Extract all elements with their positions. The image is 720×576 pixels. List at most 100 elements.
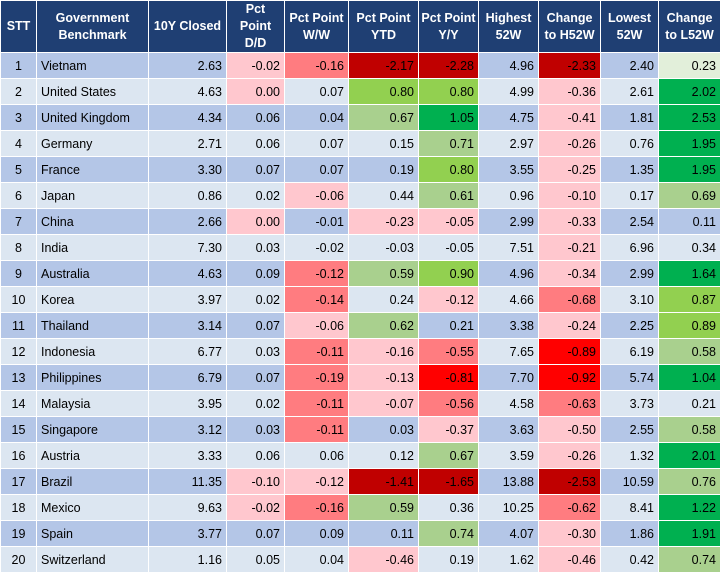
cell-yy: -0.55 [418, 338, 479, 365]
cell-dd: 0.09 [226, 260, 285, 287]
cell-change-l52w: 0.74 [658, 546, 720, 573]
cell-benchmark: Philippines [36, 364, 149, 391]
cell-ytd: -0.23 [348, 208, 419, 235]
header-ww: Pct Point W/W [284, 0, 349, 53]
cell-yy: 0.80 [418, 156, 479, 183]
cell-ww: -0.01 [284, 208, 349, 235]
header-benchmark: Government Benchmark [36, 0, 149, 53]
cell-lowest-52w: 1.81 [600, 104, 659, 131]
cell-change-h52w: -2.33 [538, 52, 601, 79]
cell-lowest-52w: 5.74 [600, 364, 659, 391]
cell-ytd: 0.80 [348, 78, 419, 105]
cell-lowest-52w: 3.10 [600, 286, 659, 313]
cell-closed: 0.86 [148, 182, 227, 209]
cell-stt: 7 [0, 208, 37, 235]
table-row: 19 Spain 3.77 0.07 0.09 0.11 0.74 4.07 -… [0, 520, 720, 547]
cell-yy: 0.61 [418, 182, 479, 209]
cell-change-h52w: -0.34 [538, 260, 601, 287]
cell-change-l52w: 0.87 [658, 286, 720, 313]
cell-ww: 0.06 [284, 442, 349, 469]
cell-dd: -0.02 [226, 494, 285, 521]
cell-change-h52w: -0.26 [538, 130, 601, 157]
cell-lowest-52w: 1.86 [600, 520, 659, 547]
cell-ww: -0.16 [284, 494, 349, 521]
header-row: STT Government Benchmark 10Y Closed Pct … [0, 0, 720, 53]
cell-change-l52w: 0.69 [658, 182, 720, 209]
cell-change-l52w: 0.76 [658, 468, 720, 495]
cell-ytd: 0.62 [348, 312, 419, 339]
table-row: 3 United Kingdom 4.34 0.06 0.04 0.67 1.0… [0, 104, 720, 131]
cell-ww: 0.07 [284, 156, 349, 183]
cell-ytd: -0.46 [348, 546, 419, 573]
header-10y-closed: 10Y Closed [148, 0, 227, 53]
cell-dd: 0.06 [226, 442, 285, 469]
cell-ww: 0.07 [284, 130, 349, 157]
cell-lowest-52w: 2.54 [600, 208, 659, 235]
header-ytd: Pct Point YTD [348, 0, 419, 53]
header-yy: Pct Point Y/Y [418, 0, 479, 53]
cell-yy: 0.67 [418, 442, 479, 469]
cell-ww: -0.12 [284, 260, 349, 287]
cell-ytd: 0.67 [348, 104, 419, 131]
table-row: 4 Germany 2.71 0.06 0.07 0.15 0.71 2.97 … [0, 130, 720, 157]
table-row: 7 China 2.66 0.00 -0.01 -0.23 -0.05 2.99… [0, 208, 720, 235]
cell-closed: 7.30 [148, 234, 227, 261]
cell-yy: 0.74 [418, 520, 479, 547]
cell-lowest-52w: 1.32 [600, 442, 659, 469]
cell-closed: 2.71 [148, 130, 227, 157]
cell-highest-52w: 2.97 [478, 130, 539, 157]
cell-benchmark: Korea [36, 286, 149, 313]
table-row: 11 Thailand 3.14 0.07 -0.06 0.62 0.21 3.… [0, 312, 720, 339]
cell-change-l52w: 0.58 [658, 338, 720, 365]
cell-highest-52w: 10.25 [478, 494, 539, 521]
cell-benchmark: China [36, 208, 149, 235]
cell-change-h52w: -0.68 [538, 286, 601, 313]
cell-ww: -0.16 [284, 52, 349, 79]
cell-highest-52w: 7.70 [478, 364, 539, 391]
cell-stt: 9 [0, 260, 37, 287]
cell-stt: 3 [0, 104, 37, 131]
cell-dd: 0.03 [226, 416, 285, 443]
cell-change-h52w: -0.92 [538, 364, 601, 391]
header-lowest-52w: Lowest 52W [600, 0, 659, 53]
cell-yy: -2.28 [418, 52, 479, 79]
cell-benchmark: Austria [36, 442, 149, 469]
cell-closed: 11.35 [148, 468, 227, 495]
cell-ytd: -0.03 [348, 234, 419, 261]
table-row: 6 Japan 0.86 0.02 -0.06 0.44 0.61 0.96 -… [0, 182, 720, 209]
cell-stt: 10 [0, 286, 37, 313]
cell-change-h52w: -0.41 [538, 104, 601, 131]
cell-change-l52w: 2.53 [658, 104, 720, 131]
cell-stt: 12 [0, 338, 37, 365]
cell-dd: 0.07 [226, 312, 285, 339]
cell-benchmark: Mexico [36, 494, 149, 521]
table-row: 17 Brazil 11.35 -0.10 -0.12 -1.41 -1.65 … [0, 468, 720, 495]
cell-benchmark: Indonesia [36, 338, 149, 365]
table-row: 20 Switzerland 1.16 0.05 0.04 -0.46 0.19… [0, 546, 720, 573]
cell-benchmark: India [36, 234, 149, 261]
cell-change-h52w: -0.10 [538, 182, 601, 209]
cell-change-l52w: 0.89 [658, 312, 720, 339]
cell-ww: 0.07 [284, 78, 349, 105]
cell-yy: -0.05 [418, 234, 479, 261]
cell-ytd: 0.59 [348, 494, 419, 521]
cell-closed: 3.77 [148, 520, 227, 547]
cell-dd: 0.07 [226, 364, 285, 391]
cell-yy: 0.80 [418, 78, 479, 105]
cell-benchmark: Brazil [36, 468, 149, 495]
cell-ytd: -0.13 [348, 364, 419, 391]
cell-yy: -0.81 [418, 364, 479, 391]
cell-stt: 20 [0, 546, 37, 573]
table-row: 18 Mexico 9.63 -0.02 -0.16 0.59 0.36 10.… [0, 494, 720, 521]
cell-highest-52w: 2.99 [478, 208, 539, 235]
cell-lowest-52w: 2.40 [600, 52, 659, 79]
cell-highest-52w: 0.96 [478, 182, 539, 209]
cell-closed: 9.63 [148, 494, 227, 521]
cell-closed: 4.63 [148, 260, 227, 287]
cell-change-l52w: 2.01 [658, 442, 720, 469]
cell-dd: 0.00 [226, 78, 285, 105]
cell-change-l52w: 1.95 [658, 130, 720, 157]
cell-change-h52w: -0.46 [538, 546, 601, 573]
table-row: 12 Indonesia 6.77 0.03 -0.11 -0.16 -0.55… [0, 338, 720, 365]
